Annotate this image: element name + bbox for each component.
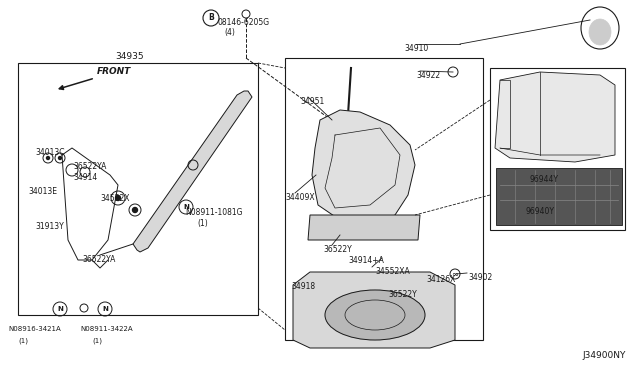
Polygon shape	[495, 72, 615, 162]
Text: 34552X: 34552X	[100, 194, 129, 203]
Text: 36522YA: 36522YA	[73, 162, 106, 171]
Text: 34409X: 34409X	[285, 193, 315, 202]
Circle shape	[47, 157, 49, 160]
Text: 34013E: 34013E	[28, 187, 57, 196]
Text: 34914: 34914	[73, 173, 97, 182]
Ellipse shape	[589, 19, 611, 45]
Bar	[285, 58, 483, 340]
Text: 34935: 34935	[116, 52, 144, 61]
Text: N: N	[57, 306, 63, 312]
Polygon shape	[496, 168, 622, 225]
Text: 34902: 34902	[468, 273, 492, 282]
Text: 96944Y: 96944Y	[530, 175, 559, 184]
Text: ∞: ∞	[451, 269, 458, 279]
Text: J34900NY: J34900NY	[582, 351, 626, 360]
Text: 34910: 34910	[404, 44, 428, 53]
Text: N08911-1081G: N08911-1081G	[185, 208, 243, 217]
Polygon shape	[308, 215, 420, 240]
Text: 36522Y: 36522Y	[388, 290, 417, 299]
Text: N: N	[183, 204, 189, 210]
Bar	[18, 63, 258, 315]
Text: 34126X: 34126X	[426, 275, 456, 284]
Text: 34013C: 34013C	[35, 148, 65, 157]
Circle shape	[132, 208, 138, 212]
Text: 34552XA: 34552XA	[375, 267, 410, 276]
Text: N: N	[102, 306, 108, 312]
Text: B: B	[208, 13, 214, 22]
Polygon shape	[293, 272, 455, 348]
Text: 36522Y: 36522Y	[323, 245, 352, 254]
Text: (4): (4)	[224, 28, 235, 37]
Text: (1): (1)	[18, 337, 28, 343]
Text: (1): (1)	[92, 337, 102, 343]
Text: 34951: 34951	[300, 97, 324, 106]
Text: 08146-6205G: 08146-6205G	[218, 18, 270, 27]
Text: N08911-3422A: N08911-3422A	[80, 326, 132, 332]
Circle shape	[58, 157, 61, 160]
Text: 34922: 34922	[416, 71, 440, 80]
Text: 36522YA: 36522YA	[82, 255, 115, 264]
Ellipse shape	[325, 290, 425, 340]
Text: 31913Y: 31913Y	[35, 222, 64, 231]
Polygon shape	[133, 91, 252, 252]
Text: FRONT: FRONT	[97, 67, 131, 76]
Text: 34918: 34918	[291, 282, 315, 291]
Polygon shape	[312, 110, 415, 225]
Circle shape	[115, 196, 120, 201]
Text: N08916-3421A: N08916-3421A	[8, 326, 61, 332]
Bar	[490, 68, 625, 230]
Text: 96940Y: 96940Y	[526, 207, 555, 216]
Text: (1): (1)	[197, 219, 208, 228]
Text: 34914+A: 34914+A	[348, 256, 384, 265]
